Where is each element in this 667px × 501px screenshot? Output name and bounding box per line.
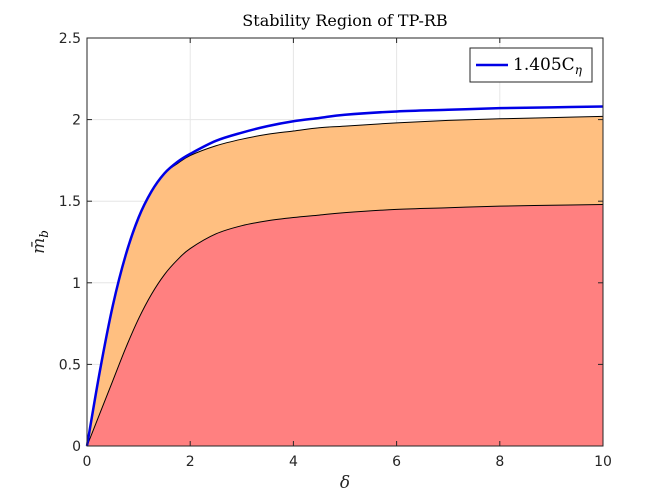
y-axis-label-main: m̄ (29, 238, 49, 254)
series-lines (85, 105, 604, 447)
region-fills (87, 116, 603, 446)
legend: 1.405Cη (469, 47, 593, 83)
stable-region (87, 204, 603, 446)
x-tick-label: 6 (392, 454, 401, 470)
legend-entry-subscript: η (575, 63, 583, 77)
x-tick-label: 0 (83, 454, 92, 470)
y-tick-label: 0.5 (59, 357, 81, 373)
y-tick-label: 1.5 (59, 194, 81, 210)
x-tick-label: 2 (186, 454, 195, 470)
plot-frame (86, 37, 604, 447)
y-axis-label: m̄b (29, 230, 51, 254)
x-tick-label: 4 (289, 454, 298, 470)
chart-title: Stability Region of TP-RB (242, 11, 447, 30)
y-axis-label-subscript: b (37, 230, 51, 238)
lower-boundary-line (86, 203, 604, 447)
x-tick-label: 10 (594, 454, 612, 470)
x-axis-label: δ (340, 473, 350, 493)
y-tick-label: 2.5 (59, 31, 81, 47)
y-tick-label: 0 (72, 439, 81, 455)
y-tick-label: 1 (72, 276, 81, 292)
y-tick-label: 2 (72, 113, 81, 129)
legend-entry-main: 1.405C (513, 55, 575, 75)
legend-entry-label: 1.405Cη (513, 55, 583, 77)
series-line-1405c-eta (85, 105, 604, 447)
axis-ticks: 0 2 4 6 8 10 0 0.5 1 1.5 2 2.5 (59, 31, 612, 470)
x-tick-label: 8 (495, 454, 504, 470)
